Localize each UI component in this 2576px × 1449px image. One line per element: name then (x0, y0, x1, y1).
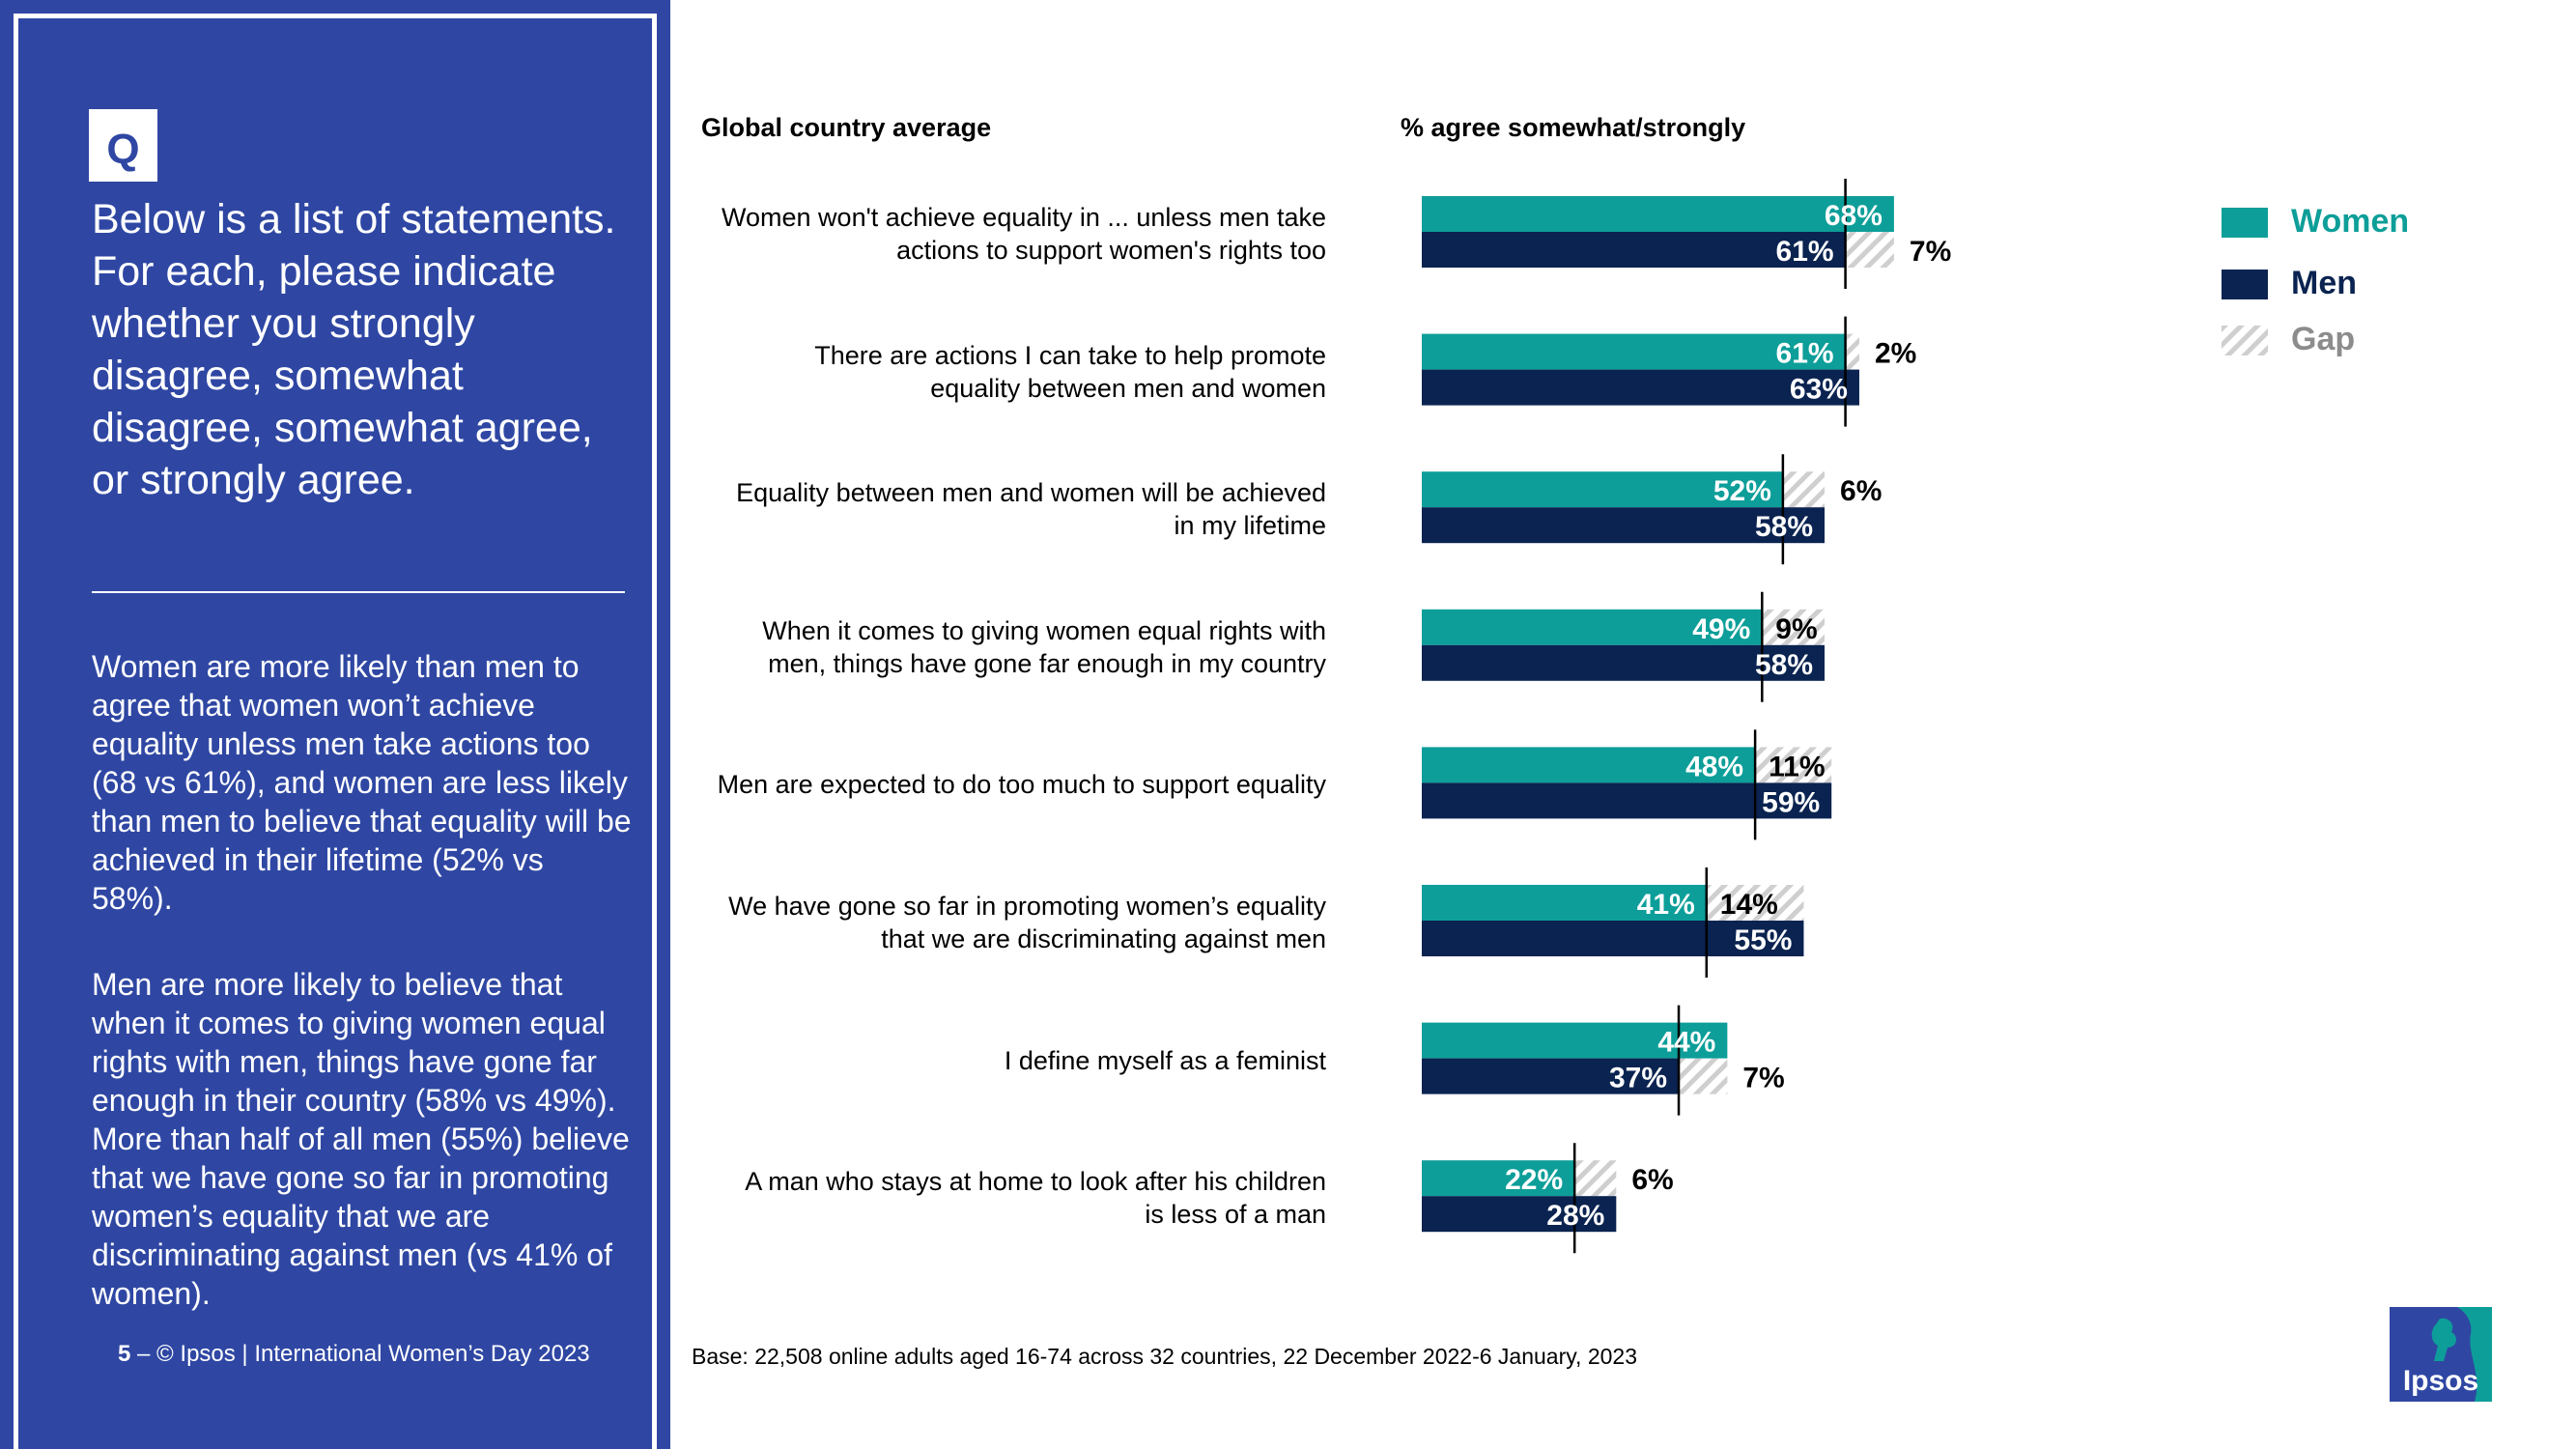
gap-value-label: 9% (1775, 613, 1817, 645)
legend-women-label: Women (2291, 203, 2410, 240)
women-bar (1422, 1022, 1728, 1059)
women-value-label: 61% (1776, 338, 1834, 370)
women-value-label: 22% (1505, 1164, 1563, 1196)
women-bar (1422, 196, 1894, 232)
row-label-line: When it comes to giving women equal righ… (762, 615, 1326, 645)
panel-divider (92, 591, 625, 593)
men-value-label: 28% (1546, 1200, 1604, 1232)
men-value-label: 58% (1755, 649, 1813, 681)
row-label-line: men, things have gone far enough in my c… (768, 648, 1326, 678)
men-bar (1422, 1196, 1617, 1233)
women-value-label: 44% (1657, 1027, 1715, 1059)
gap-bar (1755, 747, 1832, 783)
row-label-line: is less of a man (1145, 1200, 1326, 1230)
women-value-label: 49% (1692, 613, 1750, 645)
page-footer: 5 – © Ipsos | International Women’s Day … (118, 1341, 590, 1368)
gap-value-label: 11% (1769, 751, 1825, 782)
legend-gap-swatch (2222, 326, 2268, 355)
men-bar (1422, 507, 1826, 544)
ipsos-logo: Ipsos (2390, 1307, 2492, 1402)
women-bar (1422, 885, 1707, 921)
gap-bar (1706, 885, 1804, 921)
men-value-label: 37% (1609, 1063, 1667, 1094)
gap-bar (1574, 1160, 1617, 1197)
men-bar (1422, 1058, 1680, 1094)
gap-value-label: 14% (1720, 889, 1778, 921)
gap-bar (1782, 471, 1826, 508)
legend-gap-label: Gap (2291, 321, 2356, 357)
row-label: There are actions I can take to help pro… (669, 339, 1326, 405)
row-label: I define myself as a feminist (669, 1044, 1326, 1077)
row-label: A man who stays at home to look after hi… (669, 1165, 1326, 1231)
gap-value-label: 2% (1875, 338, 1916, 370)
women-bar (1422, 747, 1756, 783)
women-bar (1422, 609, 1763, 645)
men-value-label: 61% (1776, 236, 1834, 268)
men-bar (1422, 644, 1826, 681)
legend-women-swatch (2222, 208, 2268, 238)
women-value-label: 52% (1713, 475, 1771, 507)
gap-bar (1845, 333, 1859, 370)
left-panel: Q Below is a list of statements. For eac… (0, 0, 670, 1449)
gap-bar (1679, 1058, 1728, 1094)
gap-bar (1845, 232, 1894, 268)
base-note: Base: 22,508 online adults aged 16-74 ac… (692, 1344, 1637, 1369)
row-label-line: We have gone so far in promoting women’s… (728, 892, 1326, 921)
gap-value-label: 6% (1631, 1164, 1673, 1196)
row-label-line: equality between men and women (930, 373, 1326, 403)
row-label-line: actions to support women's rights too (896, 236, 1326, 265)
men-bar (1422, 232, 1846, 268)
legend-men-label: Men (2291, 265, 2357, 301)
legend-men-swatch (2222, 270, 2268, 299)
gap-value-label: 6% (1840, 475, 1882, 507)
women-bar (1422, 1160, 1575, 1197)
women-bar (1422, 471, 1783, 508)
gap-value-label: 7% (1910, 236, 1951, 268)
men-value-label: 55% (1734, 924, 1792, 956)
row-label-line: Equality between men and women will be a… (736, 478, 1326, 508)
row-label: Equality between men and women will be a… (669, 476, 1326, 542)
row-label: When it comes to giving women equal righ… (669, 614, 1326, 680)
footer-copyright: – © Ipsos | International Women’s Day 20… (137, 1341, 590, 1367)
men-bar (1422, 369, 1859, 406)
row-label-line: There are actions I can take to help pro… (814, 340, 1326, 370)
men-bar (1422, 782, 1832, 819)
women-value-label: 41% (1637, 889, 1695, 921)
page-number: 5 (118, 1341, 131, 1367)
row-label: We have gone so far in promoting women’s… (669, 890, 1326, 955)
row-label-line: that we are discriminating against men (881, 924, 1326, 953)
panel-frame (14, 14, 657, 1449)
logo-text: Ipsos (2403, 1365, 2478, 1397)
women-bar (1422, 333, 1846, 370)
row-label-line: Men are expected to do too much to suppo… (717, 770, 1326, 800)
summary-paragraph-2: Men are more likely to believe that when… (92, 967, 630, 1311)
men-bar (1422, 921, 1804, 956)
row-label-line: A man who stays at home to look after hi… (745, 1167, 1326, 1197)
question-badge: Q (89, 109, 157, 182)
row-label: Women won't achieve equality in ... unle… (669, 201, 1326, 267)
men-value-label: 59% (1762, 786, 1820, 818)
gap-value-label: 7% (1742, 1063, 1784, 1094)
men-value-label: 58% (1755, 511, 1813, 543)
row-label-line: Women won't achieve equality in ... unle… (722, 203, 1326, 232)
chart-left-header: Global country average (701, 113, 992, 142)
question-text: Below is a list of statements. For each,… (92, 196, 616, 503)
women-value-label: 48% (1685, 751, 1743, 782)
men-value-label: 63% (1790, 374, 1848, 406)
chart-right-header: % agree somewhat/strongly (1401, 113, 1746, 142)
summary-paragraph-1: Women are more likely than men to agree … (92, 649, 632, 916)
row-label: Men are expected to do too much to suppo… (669, 768, 1326, 801)
women-value-label: 68% (1825, 200, 1882, 232)
row-label-line: I define myself as a feminist (1004, 1045, 1326, 1075)
row-label-line: in my lifetime (1174, 511, 1326, 541)
gap-bar (1762, 609, 1826, 645)
